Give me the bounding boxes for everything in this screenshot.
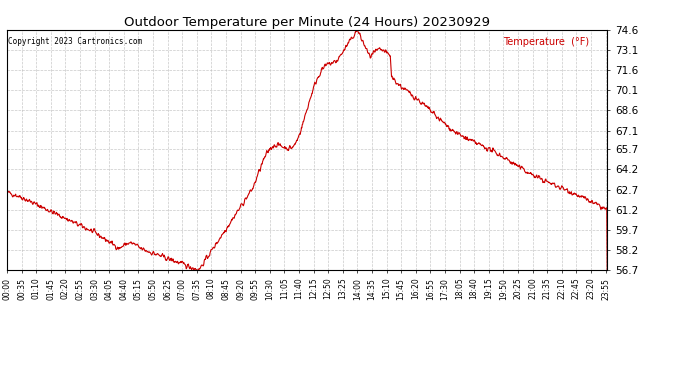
Text: Copyright 2023 Cartronics.com: Copyright 2023 Cartronics.com [8,37,142,46]
Title: Outdoor Temperature per Minute (24 Hours) 20230929: Outdoor Temperature per Minute (24 Hours… [124,16,490,29]
Text: Temperature  (°F): Temperature (°F) [503,37,589,47]
